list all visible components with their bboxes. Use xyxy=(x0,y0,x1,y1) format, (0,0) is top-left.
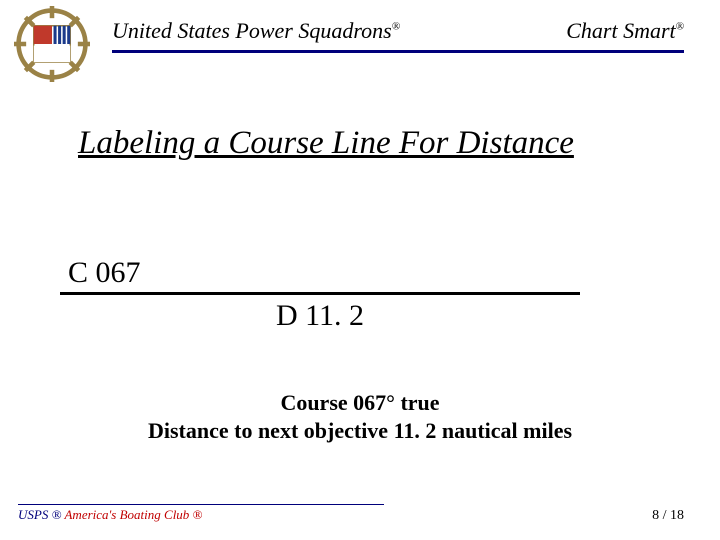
course-label-above: C 067 xyxy=(60,256,660,292)
registered-mark: ® xyxy=(392,21,400,33)
footer-row: USPS ® America's Boating Club ® 8 / 18 xyxy=(18,507,684,524)
org-name: United States Power Squadrons® xyxy=(112,18,400,44)
course-line xyxy=(60,292,580,295)
slide-title: Labeling a Course Line For Distance xyxy=(78,125,720,162)
header-rule xyxy=(112,50,684,53)
footer-tagline: America's Boating Club ® xyxy=(64,507,202,522)
registered-mark: ® xyxy=(676,21,684,33)
header-text-row: United States Power Squadrons® Chart Sma… xyxy=(0,18,720,44)
page-number: 8 / 18 xyxy=(652,508,684,524)
program-name: Chart Smart® xyxy=(566,18,684,44)
footer-rule xyxy=(18,504,384,505)
footer-left: USPS ® America's Boating Club ® xyxy=(18,507,202,523)
program-name-text: Chart Smart xyxy=(566,18,675,43)
usps-logo xyxy=(14,6,90,82)
course-label-below: D 11. 2 xyxy=(60,299,580,333)
explanation-line2: Distance to next objective 11. 2 nautica… xyxy=(0,417,720,445)
course-line-diagram: C 067 D 11. 2 xyxy=(60,256,660,333)
header: United States Power Squadrons® Chart Sma… xyxy=(0,0,720,53)
footer-usps: USPS ® xyxy=(18,507,61,522)
explanation-line1: Course 067° true xyxy=(0,389,720,417)
footer: USPS ® America's Boating Club ® 8 / 18 xyxy=(0,504,720,524)
org-name-text: United States Power Squadrons xyxy=(112,18,392,43)
explanation-text: Course 067° true Distance to next object… xyxy=(0,389,720,444)
